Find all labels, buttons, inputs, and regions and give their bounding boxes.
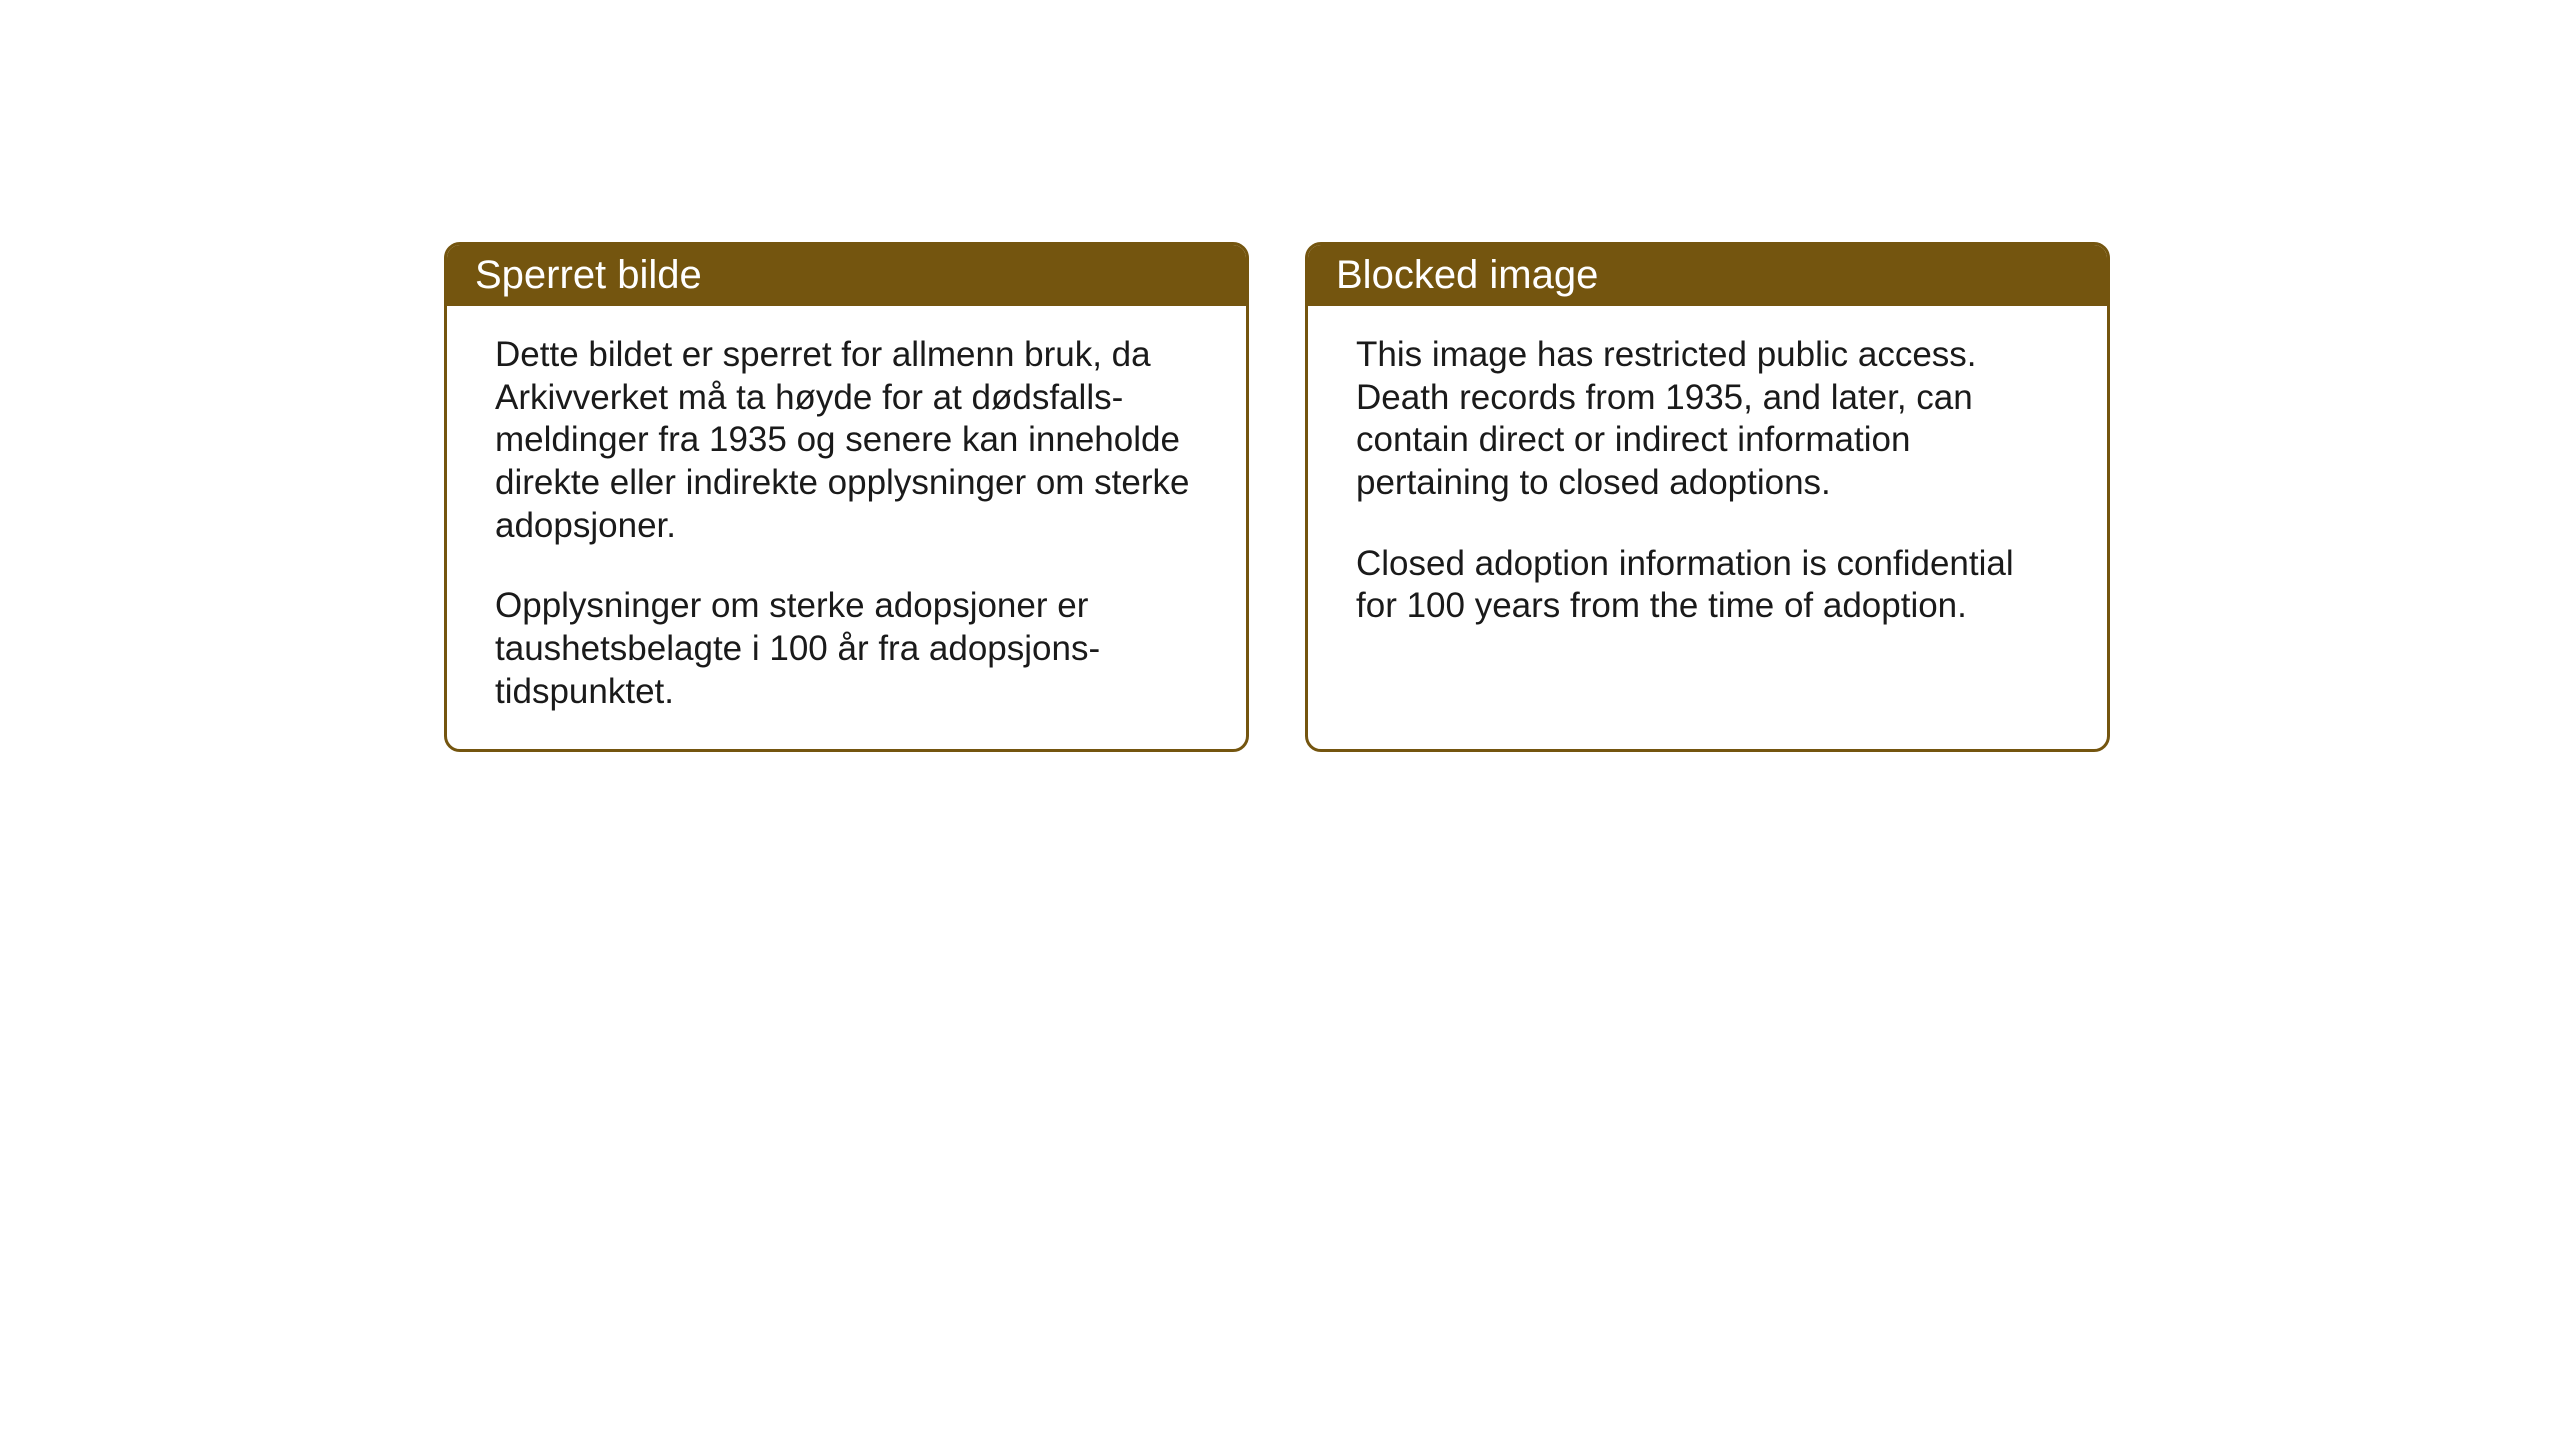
paragraph-norwegian-2: Opplysninger om sterke adopsjoner er tau… <box>495 585 1198 713</box>
paragraph-english-1: This image has restricted public access.… <box>1356 334 2059 505</box>
notice-container: Sperret bilde Dette bildet er sperret fo… <box>444 242 2110 752</box>
paragraph-english-2: Closed adoption information is confident… <box>1356 543 2059 628</box>
card-title-english: Blocked image <box>1336 253 1598 297</box>
notice-card-english: Blocked image This image has restricted … <box>1305 242 2110 752</box>
paragraph-norwegian-1: Dette bildet er sperret for allmenn bruk… <box>495 334 1198 547</box>
card-header-norwegian: Sperret bilde <box>447 245 1246 306</box>
card-title-norwegian: Sperret bilde <box>475 253 702 297</box>
card-header-english: Blocked image <box>1308 245 2107 306</box>
card-body-english: This image has restricted public access.… <box>1308 306 2107 668</box>
notice-card-norwegian: Sperret bilde Dette bildet er sperret fo… <box>444 242 1249 752</box>
card-body-norwegian: Dette bildet er sperret for allmenn bruk… <box>447 306 1246 752</box>
